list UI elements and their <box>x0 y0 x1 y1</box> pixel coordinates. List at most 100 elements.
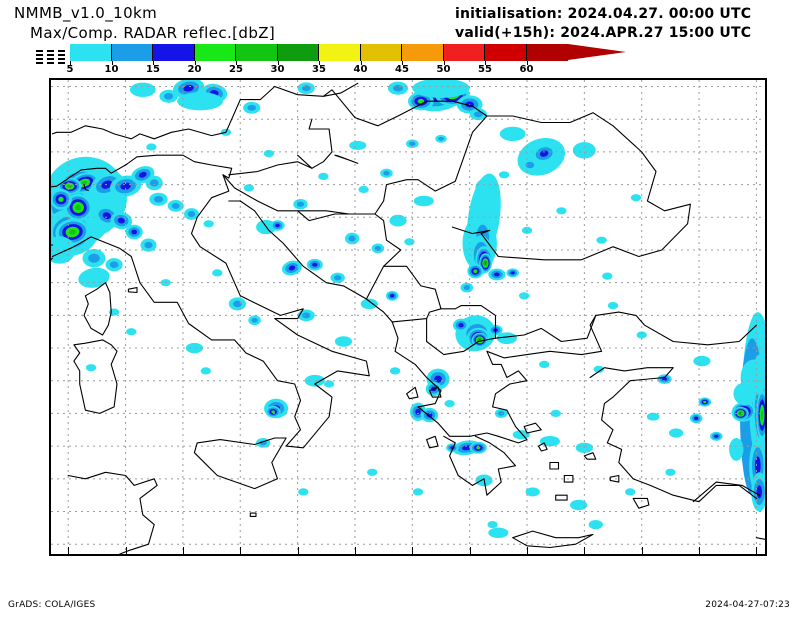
y-axis-tick <box>49 381 51 382</box>
colorbar-label-20: 20 <box>187 64 202 75</box>
colorbar-label-25: 25 <box>229 64 243 75</box>
map-plot-area: 35N36N37N38N39N40N41N42N43N44N45N46N47N4… <box>49 78 767 556</box>
radar-echo-cell <box>484 261 487 265</box>
coastline-path <box>555 494 568 501</box>
y-axis-tick <box>49 413 51 414</box>
coastline-path <box>486 314 603 444</box>
x-axis-tick <box>469 547 471 554</box>
radar-echo-cell <box>185 342 204 354</box>
radar-echo-cell <box>312 262 318 267</box>
y-axis-tick <box>49 479 51 480</box>
coastline-path <box>549 461 560 470</box>
radar-echo-cell <box>714 434 719 438</box>
colorbar-segment-50 <box>443 44 485 61</box>
coastline-path <box>83 282 112 336</box>
coastline-path <box>537 442 548 452</box>
radar-echo-cell <box>392 84 404 92</box>
x-axis-tick <box>354 547 356 554</box>
radar-echo-cell <box>556 207 567 215</box>
radar-echo-cell <box>417 98 425 104</box>
radar-echo-cell <box>539 150 549 157</box>
colorbar-label-5: 5 <box>66 64 74 75</box>
coastline-path <box>297 118 333 169</box>
coastline-path <box>563 474 574 483</box>
y-axis-tick <box>49 152 51 153</box>
radar-echo-cell <box>153 196 164 203</box>
colorbar-label-60: 60 <box>519 64 534 75</box>
grid-layer <box>51 80 765 554</box>
radar-echo-cell <box>463 285 470 291</box>
radar-echo-cell <box>146 143 157 151</box>
radar-echo-cell <box>288 265 296 271</box>
radar-echo-cell <box>389 214 407 227</box>
valid-time: valid(+15h): 2024.APR.27 15:00 UTC <box>455 25 752 41</box>
x-axis-tick <box>527 547 528 554</box>
colorbar-label-45: 45 <box>395 64 409 75</box>
y-axis-tick <box>49 87 51 88</box>
radar-echo-cell <box>109 261 119 268</box>
radar-echo-cell <box>149 179 159 187</box>
coastline-path <box>51 174 370 449</box>
radar-echo-cell <box>525 487 540 497</box>
radar-echo-cell <box>200 367 211 375</box>
radar-echo-cell <box>693 355 711 367</box>
radar-echo-cell <box>243 184 255 192</box>
colorbar-tick <box>319 61 320 65</box>
radar-echo-cell <box>740 359 765 396</box>
radar-echo-cell <box>304 374 325 387</box>
radar-echo-cell <box>177 92 224 111</box>
radar-echo-cell <box>438 136 444 141</box>
radar-echo-cell <box>349 140 367 150</box>
radar-echo-cell <box>412 488 424 496</box>
radar-echo-cell <box>358 185 369 194</box>
radar-echo-cell <box>525 161 535 169</box>
colorbar-segment-55 <box>485 44 527 61</box>
radar-echo-cell <box>602 272 613 280</box>
map-canvas <box>51 80 765 554</box>
colorbar-segment-60 <box>526 44 568 61</box>
radar-echo-cell <box>360 298 378 310</box>
x-axis-tick <box>125 547 127 554</box>
y-axis-tick <box>49 348 51 349</box>
radar-echo-cell <box>668 428 684 438</box>
radar-echo-cell <box>593 365 604 373</box>
radar-echo-cell <box>203 220 214 228</box>
coastline-layer <box>51 82 765 554</box>
coastline-path <box>83 184 89 192</box>
radar-echo-cell <box>473 111 483 118</box>
radar-echo-cell <box>247 104 257 111</box>
colorbar-segment-30 <box>277 44 319 61</box>
radar-echo-cell <box>739 412 742 415</box>
variable-title: Max/Comp. RADAR reflec.[dbZ] <box>30 24 276 42</box>
radar-echo-cell <box>412 80 470 99</box>
x-axis-tick <box>699 547 701 554</box>
y-axis-tick <box>49 544 51 545</box>
radar-echo-cell <box>665 468 676 476</box>
radar-echo-cell <box>404 238 415 246</box>
colorbar-tick <box>236 61 237 65</box>
radar-echo-cell <box>475 178 499 198</box>
radar-echo-cell <box>754 456 761 475</box>
x-axis-tick <box>297 547 299 554</box>
y-axis-tick <box>49 446 51 447</box>
radar-echo-cell <box>458 323 464 328</box>
radar-echo-cell <box>444 400 455 408</box>
coastline-path <box>406 386 419 400</box>
radar-echo-cell <box>164 93 174 100</box>
radar-echo-cell <box>539 360 550 368</box>
colorbar-label-35: 35 <box>312 64 326 75</box>
radar-echo-cell <box>80 180 88 186</box>
coastline-path <box>632 497 650 509</box>
radar-echo-cell <box>625 488 636 496</box>
radar-echo-cell <box>487 521 498 529</box>
coastline-path <box>583 452 597 460</box>
radar-echo-cell <box>334 336 353 347</box>
colorbar-label-55: 55 <box>478 64 492 75</box>
radar-echo-cell <box>348 235 356 242</box>
radar-echo-cell <box>212 269 223 277</box>
radar-echo-cell <box>131 229 138 235</box>
radar-echo-cell <box>187 211 196 217</box>
radar-echo-cell <box>183 84 194 92</box>
radar-echo-cell <box>434 375 442 383</box>
radar-echo-cell <box>275 223 280 228</box>
